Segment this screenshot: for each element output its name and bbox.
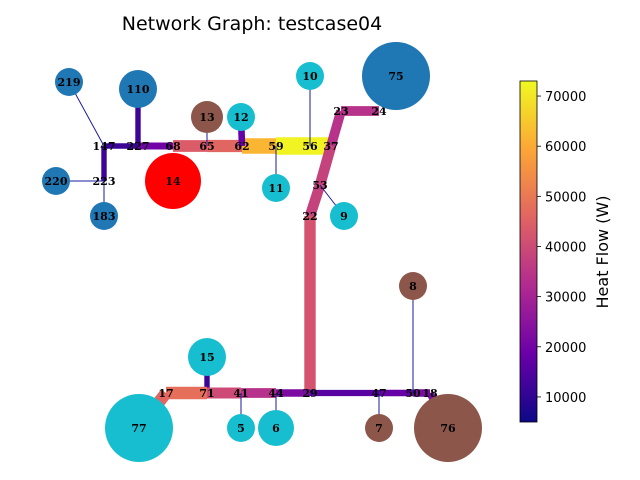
node-183 [90, 202, 118, 230]
node-label-68: 68 [165, 140, 181, 153]
node-110 [119, 70, 157, 108]
node-14 [145, 153, 201, 209]
colorbar: 10000 20000 30000 40000 50000 60000 70000 Heat… [519, 80, 612, 423]
node-label-53: 53 [312, 179, 327, 192]
node-label-23: 23 [333, 105, 348, 118]
node-label-223: 223 [93, 175, 116, 188]
node-6 [258, 410, 294, 446]
colorbar-gradient [519, 80, 538, 423]
node-label-44: 44 [268, 387, 284, 400]
node-220 [42, 167, 70, 195]
node-label-6: 6 [272, 422, 280, 435]
node-label-41: 41 [233, 387, 248, 400]
node-label-17: 17 [158, 387, 173, 400]
node-label-29: 29 [302, 387, 317, 400]
colorbar-tick-label: 50000 [545, 190, 586, 205]
colorbar-tick-label: 20000 [545, 341, 586, 356]
node-label-77: 77 [131, 422, 146, 435]
node-75 [362, 42, 430, 110]
edge-37-23 [326, 109, 346, 148]
node-8 [399, 272, 427, 300]
node-12 [227, 103, 255, 131]
node-label-8: 8 [409, 280, 417, 293]
node-label-227: 227 [127, 140, 150, 153]
node-label-65: 65 [199, 140, 214, 153]
edge-53-22 [304, 183, 326, 218]
node-label-14: 14 [165, 175, 181, 188]
node-label-47: 47 [371, 387, 386, 400]
colorbar-tick-label: 40000 [545, 240, 586, 255]
node-label-56: 56 [302, 140, 318, 153]
node-label-15: 15 [199, 351, 214, 364]
node-label-75: 75 [388, 70, 403, 83]
node-label-50: 50 [405, 387, 421, 400]
node-label-7: 7 [375, 422, 383, 435]
node-label-62: 62 [234, 140, 249, 153]
colorbar-tick-label: 10000 [545, 391, 586, 406]
node-label-13: 13 [199, 111, 214, 124]
node-label-59: 59 [268, 140, 283, 153]
node-label-220: 220 [45, 175, 68, 188]
node-label-12: 12 [233, 111, 248, 124]
node-11 [262, 174, 290, 202]
node-label-110: 110 [127, 83, 150, 96]
node-15 [188, 338, 226, 376]
node-77 [105, 394, 173, 462]
colorbar-ticks: 10000 20000 30000 40000 50000 60000 70000 [537, 90, 586, 406]
edge-37-53 [314, 144, 337, 187]
node-7 [365, 414, 393, 442]
node-label-22: 22 [302, 210, 317, 223]
node-219 [55, 68, 83, 96]
node-13 [191, 101, 223, 133]
node-10 [296, 62, 324, 90]
node-label-24: 24 [371, 105, 387, 118]
node-label-71: 71 [199, 387, 214, 400]
node-label-11: 11 [268, 182, 283, 195]
colorbar-label: Heat Flow (W) [593, 196, 612, 309]
chart-title: Network Graph: testcase04 [122, 13, 382, 35]
node-label-9: 9 [340, 210, 348, 223]
node-label-18: 18 [422, 387, 438, 400]
node-label-10: 10 [302, 70, 318, 83]
node-5 [227, 414, 255, 442]
node-label-5: 5 [237, 422, 245, 435]
colorbar-tick-label: 60000 [545, 140, 586, 155]
node-label-147: 147 [93, 140, 116, 153]
node-label-37: 37 [323, 140, 338, 153]
node-label-183: 183 [93, 210, 116, 223]
edge-layer [56, 76, 452, 432]
colorbar-tick-label: 70000 [545, 90, 586, 105]
node-label-219: 219 [58, 76, 81, 89]
node-9 [330, 202, 358, 230]
node-76 [414, 394, 482, 462]
colorbar-tick-label: 30000 [545, 291, 586, 306]
node-label-76: 76 [440, 422, 456, 435]
